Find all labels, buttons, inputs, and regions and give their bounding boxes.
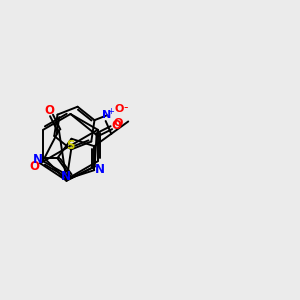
Text: O: O <box>44 104 54 117</box>
Text: O: O <box>114 118 123 128</box>
Text: O: O <box>29 160 39 173</box>
Text: N: N <box>33 153 43 166</box>
Text: O: O <box>111 119 121 132</box>
Text: N: N <box>61 170 71 184</box>
Text: S: S <box>66 139 74 152</box>
Text: O: O <box>115 103 124 114</box>
Text: -: - <box>123 100 128 114</box>
Text: N: N <box>102 110 112 120</box>
Text: +: + <box>107 107 114 116</box>
Text: N: N <box>95 163 105 176</box>
